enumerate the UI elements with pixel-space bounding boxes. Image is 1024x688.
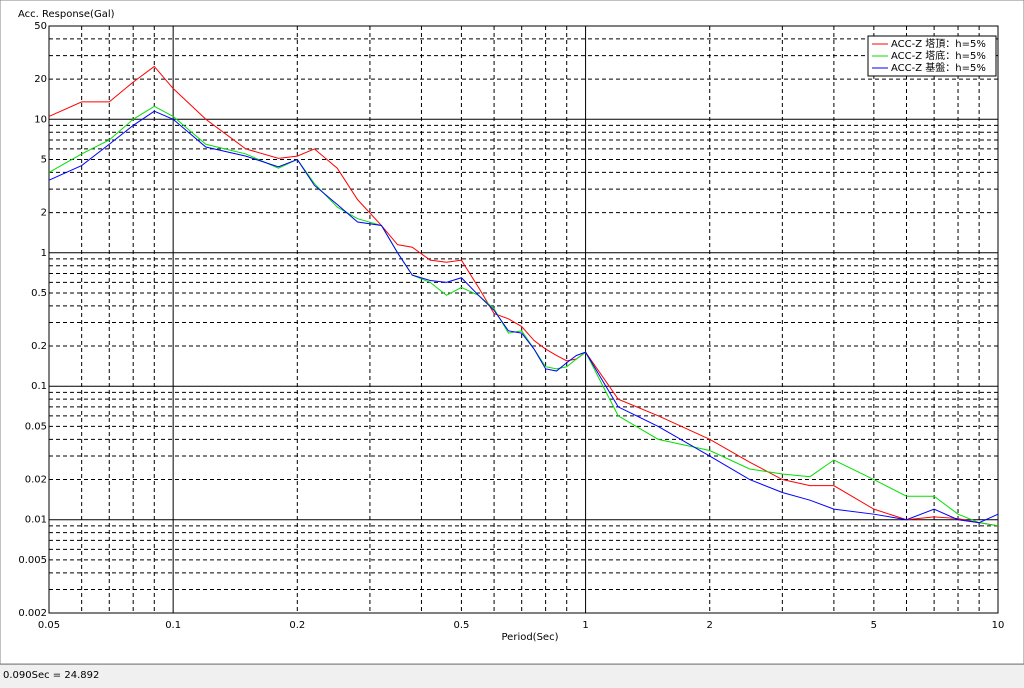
y-tick-label: 0.005 [18, 555, 47, 566]
x-tick-label: 2 [707, 620, 713, 631]
y-tick-label: 10 [34, 114, 47, 125]
x-tick-label: 10 [992, 620, 1005, 631]
legend-label: ACC-Z 塔頂：h=5% [891, 37, 986, 50]
legend-label: ACC-Z 基盤：h=5% [891, 61, 986, 74]
y-tick-label: 0.01 [25, 515, 47, 526]
series-line [48, 110, 999, 524]
x-tick-label: 0.1 [165, 620, 181, 631]
legend-label: ACC-Z 塔底：h=5% [891, 49, 986, 62]
x-tick-label: 0.2 [289, 620, 305, 631]
y-tick-label: 50 [34, 21, 47, 32]
y-tick-label: 0.5 [31, 288, 47, 299]
y-tick-label: 2 [41, 208, 47, 219]
legend-box [867, 35, 997, 77]
y-tick-label: 20 [34, 74, 47, 85]
x-tick-label: 0.5 [453, 620, 469, 631]
chart-background [0, 0, 1024, 664]
y-tick-label: 0.05 [25, 421, 47, 432]
y-tick-label: 0.1 [31, 381, 47, 392]
x-tick-label: 1 [582, 620, 588, 631]
status-text: 0.090Sec = 24.892 [3, 670, 100, 681]
status-bar: 0.090Sec = 24.892 [0, 664, 1024, 688]
chart: Acc. Response(Gal) Period(Sec) 50 20 10 5 2 1… [0, 0, 1024, 664]
series-line [48, 65, 999, 527]
x-tick-label: 0.05 [38, 620, 60, 631]
x-axis-title: Period(Sec) [502, 632, 559, 643]
y-tick-label: 1 [41, 248, 47, 259]
y-tick-label: 0.02 [25, 475, 47, 486]
plot-frame [48, 25, 999, 614]
x-tick-label: 5 [871, 620, 877, 631]
y-axis-title: Acc. Response(Gal) [18, 9, 115, 20]
y-tick-label: 0.002 [18, 608, 47, 619]
y-tick-label: 0.2 [31, 341, 47, 352]
y-tick-label: 5 [41, 154, 47, 165]
